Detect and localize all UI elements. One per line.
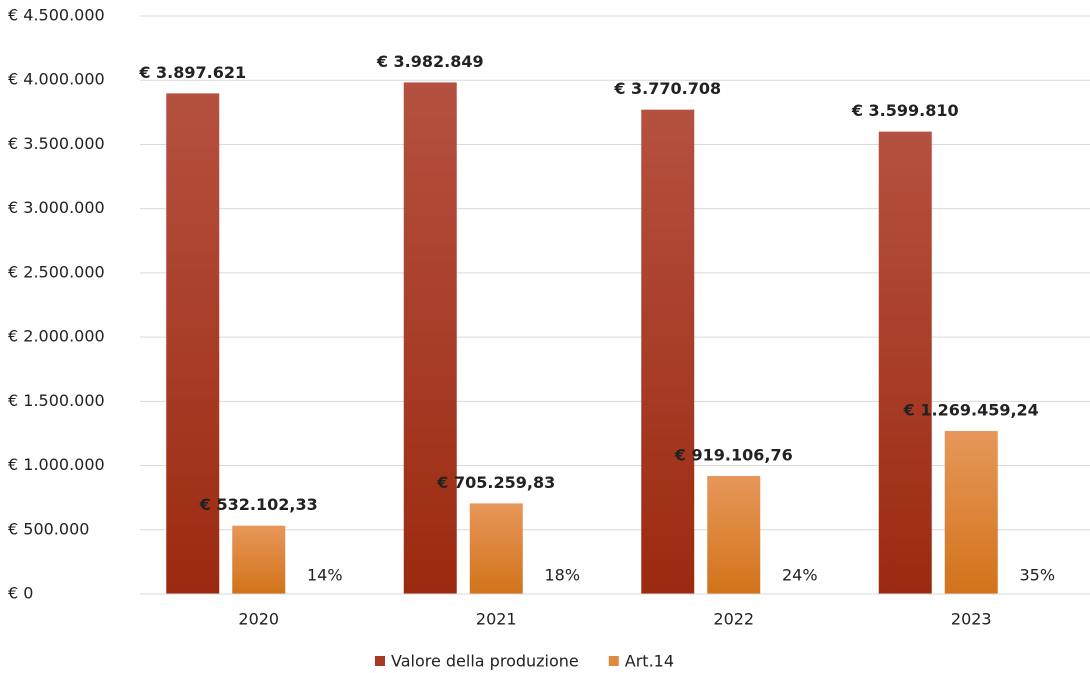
y-tick-label: € 2.500.000 (8, 262, 105, 281)
annotation: 14% (307, 566, 343, 585)
bar (469, 503, 523, 594)
legend-label: Valore della produzione (391, 652, 579, 671)
x-tick-label: 2020 (238, 610, 279, 629)
x-tick-label: 2021 (476, 610, 517, 629)
x-tick-label: 2023 (951, 610, 992, 629)
bar (944, 430, 998, 594)
legend-swatch (375, 656, 385, 666)
y-tick-label: € 2.000.000 (8, 327, 105, 346)
data-label: € 705.259,83 (436, 473, 555, 492)
data-label: € 3.599.810 (851, 101, 959, 120)
bar (166, 93, 220, 594)
y-tick-label: € 1.500.000 (8, 391, 105, 410)
bar (232, 525, 286, 594)
y-tick-label: € 4.000.000 (8, 70, 105, 89)
y-tick-label: € 3.000.000 (8, 198, 105, 217)
legend-swatch (608, 656, 619, 666)
data-label: € 3.982.849 (376, 52, 484, 71)
data-label: € 919.106,76 (674, 445, 793, 464)
y-tick-label: € 4.500.000 (8, 6, 105, 25)
data-label: € 532.102,33 (199, 495, 318, 514)
y-tick-label: € 3.500.000 (8, 134, 105, 153)
annotation: 35% (1019, 566, 1055, 585)
y-tick-label: € 500.000 (8, 519, 89, 538)
bar (707, 475, 761, 594)
y-tick-label: € 1.000.000 (8, 455, 105, 474)
bar (878, 131, 932, 595)
annotation: 24% (782, 566, 818, 585)
legend-label: Art.14 (625, 652, 674, 671)
data-label: € 3.897.621 (138, 63, 246, 82)
data-label: € 1.269.459,24 (903, 400, 1039, 419)
bar (641, 109, 695, 594)
x-tick-label: 2022 (713, 610, 754, 629)
data-label: € 3.770.708 (613, 79, 721, 98)
bar (403, 82, 457, 594)
y-tick-label: € 0 (8, 584, 33, 603)
annotation: 18% (544, 566, 580, 585)
